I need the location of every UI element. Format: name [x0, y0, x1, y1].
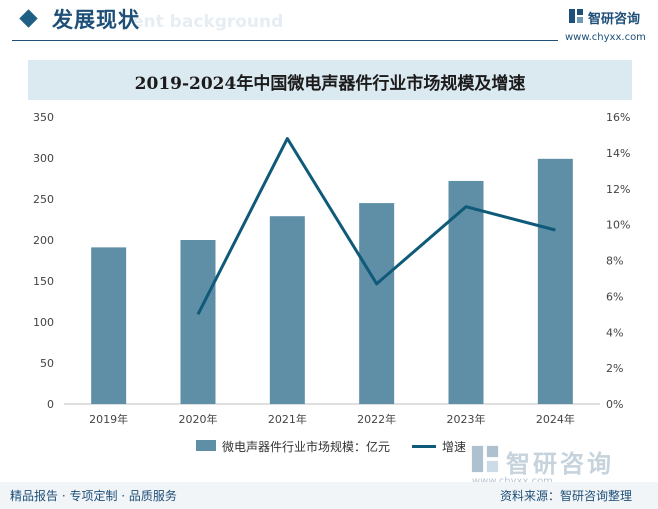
- section-title: 发展现状: [52, 8, 140, 32]
- y-left-tick-label: 350: [33, 111, 54, 124]
- y-right-tick-label: 2%: [606, 362, 623, 375]
- y-left-tick-label: 200: [33, 234, 54, 247]
- legend-line-swatch: [412, 445, 436, 448]
- y-right-tick-label: 0%: [606, 398, 623, 411]
- market-size-bar: [180, 240, 216, 404]
- watermark-text: 智研咨询: [506, 450, 614, 478]
- footer-band: [0, 482, 658, 509]
- market-size-bar: [269, 216, 305, 404]
- y-left-tick-label: 300: [33, 152, 54, 165]
- y-right-tick-label: 8%: [606, 255, 623, 268]
- watermark-logo-icon: [471, 445, 499, 473]
- legend-bar-label: 微电声器件行业市场规模：亿元: [222, 440, 391, 454]
- y-right-tick-label: 12%: [606, 183, 630, 196]
- y-right-tick-label: 14%: [606, 147, 630, 160]
- market-size-bar: [359, 203, 395, 404]
- brand-logo-icon: [569, 9, 583, 23]
- y-right-tick-label: 4%: [606, 326, 623, 339]
- page-header: ent background 发展现状 智研咨询 www.chyxx.com: [0, 0, 658, 44]
- y-right-tick-label: 16%: [606, 111, 630, 124]
- x-tick-label: 2024年: [536, 412, 575, 426]
- header-ghost-text: ent background: [132, 12, 284, 32]
- x-tick-label: 2023年: [447, 412, 486, 426]
- y-left-tick-label: 250: [33, 193, 54, 206]
- chart-title: 2019-2024年中国微电声器件行业市场规模及增速: [134, 74, 526, 94]
- header-divider: [12, 40, 558, 41]
- chart-title-band: 2019-2024年中国微电声器件行业市场规模及增速: [28, 60, 632, 100]
- y-right-tick-label: 6%: [606, 290, 623, 303]
- y-left-tick-label: 50: [40, 357, 54, 370]
- footer-slogan: 精品报告 · 专项定制 · 品质服务: [10, 489, 177, 503]
- market-size-bar: [537, 158, 573, 404]
- legend-line-label: 增速: [442, 440, 467, 454]
- x-tick-label: 2020年: [179, 412, 218, 426]
- legend-bar-swatch: [196, 440, 216, 451]
- footer-source: 资料来源：智研咨询整理: [500, 489, 633, 503]
- x-tick-label: 2021年: [268, 412, 307, 426]
- y-right-tick-label: 10%: [606, 219, 630, 232]
- brand-url: www.chyxx.com: [565, 32, 646, 43]
- y-left-tick-label: 100: [33, 316, 54, 329]
- y-left-tick-label: 150: [33, 275, 54, 288]
- y-left-tick-label: 0: [47, 398, 54, 411]
- market-size-bar: [91, 247, 127, 404]
- x-tick-label: 2022年: [357, 412, 396, 426]
- watermark-logo: 智研咨询: [470, 444, 650, 478]
- watermark-url: www.chyxx.com: [472, 476, 553, 487]
- market-size-bar: [448, 180, 484, 404]
- growth-rate-line: [196, 137, 556, 315]
- x-tick-label: 2019年: [89, 412, 128, 426]
- brand-name: 智研咨询: [588, 12, 641, 27]
